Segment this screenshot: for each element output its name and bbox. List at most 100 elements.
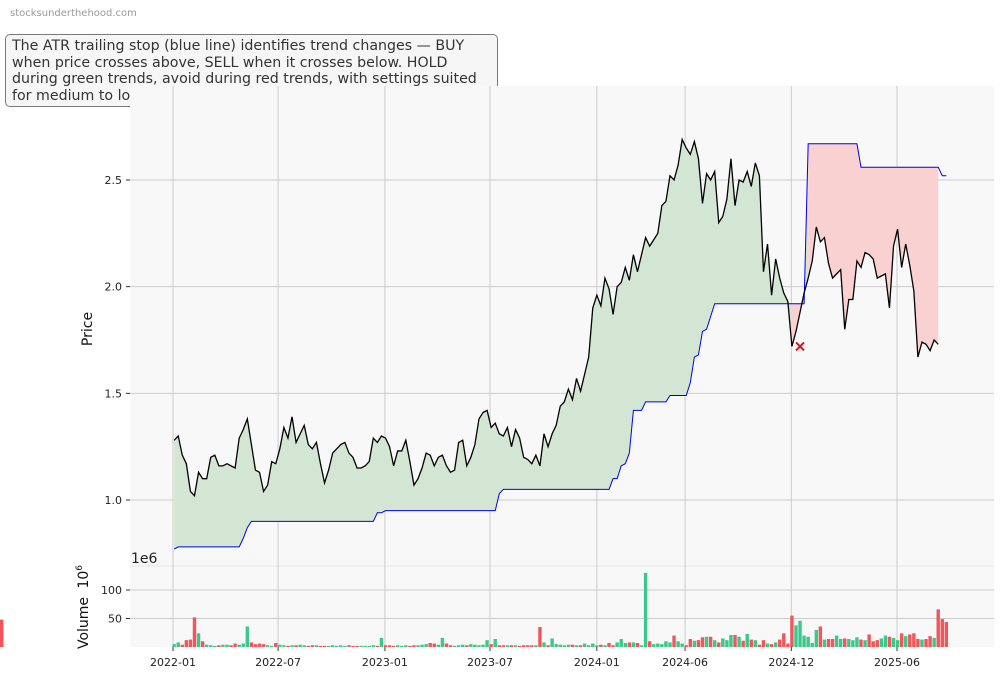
volume-bar	[908, 634, 912, 647]
time-tick-label: 2023-01	[362, 656, 408, 669]
volume-bar	[871, 641, 875, 647]
volume-bar	[639, 645, 644, 647]
volume-bar	[310, 645, 315, 647]
volume-bar	[204, 644, 209, 647]
volume-bar	[680, 643, 684, 647]
volume-bar	[335, 645, 339, 647]
volume-bar	[448, 645, 453, 647]
price-line	[173, 137, 939, 498]
volume-bar	[814, 629, 818, 647]
volume-bar	[875, 640, 879, 647]
volume-bar	[456, 645, 461, 647]
volume-bar	[599, 644, 603, 647]
volume-bar	[851, 640, 855, 647]
volume-bar	[643, 572, 648, 647]
volume-axis-label-group: Volume 106	[75, 565, 92, 649]
volume-bar	[924, 639, 928, 647]
volume-bar	[855, 637, 859, 647]
volume-bar	[501, 645, 506, 647]
volume-bar	[936, 609, 940, 647]
volume-bar	[737, 636, 741, 647]
volume-bar	[904, 636, 908, 647]
volume-bar	[440, 637, 445, 647]
volume-bar	[668, 642, 672, 647]
volume-bar	[383, 645, 388, 647]
volume-bar	[859, 639, 863, 647]
volume-bar	[619, 639, 623, 647]
time-tick-label: 2023-07	[467, 656, 513, 669]
volume-bar	[217, 645, 221, 647]
volume-bar	[180, 644, 184, 647]
volume-bar	[773, 642, 778, 647]
volume-bar	[684, 645, 688, 647]
watermark: stocksunderthehood.com	[10, 8, 137, 19]
volume-bar	[603, 645, 607, 647]
volume-bar	[708, 636, 713, 647]
volume-bar	[192, 617, 197, 647]
volume-bar	[721, 638, 725, 647]
volume-bar	[656, 643, 660, 647]
volume-bar	[733, 635, 737, 647]
volume-bar	[745, 633, 749, 647]
volume-bar	[790, 615, 794, 647]
volume-bar	[355, 645, 359, 647]
volume-bar	[566, 644, 571, 647]
volume-bar	[887, 636, 892, 647]
volume-bar	[712, 640, 717, 647]
volume-bar	[676, 641, 680, 647]
volume-bar	[769, 644, 774, 647]
axis-ticks: 1.0 1.5 2.0 2.5 50 100 2022-01 2022-07 2023-01 20…	[101, 174, 920, 669]
volume-bar	[818, 626, 823, 647]
volume-bar	[339, 645, 343, 647]
volume-bar	[891, 637, 896, 647]
volume-bar	[607, 643, 611, 647]
volume-bar	[627, 642, 632, 647]
volume-bar	[595, 645, 599, 647]
volume-bar	[688, 639, 693, 647]
volume-bar	[322, 645, 327, 647]
volume-bar	[473, 644, 477, 647]
volume-bar	[834, 635, 839, 647]
volume-bar	[326, 645, 331, 647]
volume-bar	[696, 640, 701, 647]
volume-bar	[611, 645, 615, 647]
volume-bar	[330, 645, 335, 647]
volume-bar	[469, 644, 473, 647]
volume-bar	[623, 643, 627, 647]
volume-bar	[200, 641, 205, 647]
volume-bar	[660, 644, 664, 647]
volume-bar	[452, 645, 457, 647]
volume-bar	[578, 645, 583, 647]
volume-bar	[554, 644, 558, 647]
volume-bar	[245, 626, 250, 647]
volume-bar	[270, 645, 274, 647]
volume-bar	[209, 645, 213, 647]
volume-bar	[213, 645, 217, 647]
volume-offset-text: 1e6	[131, 551, 158, 567]
volume-bar	[753, 640, 758, 647]
buy-trend-fill	[174, 139, 792, 550]
volume-bar	[741, 640, 745, 647]
volume-bar	[867, 634, 871, 647]
volume-bar	[391, 645, 396, 647]
volume-bar	[692, 640, 697, 647]
volume-bar	[826, 639, 831, 647]
volume-bar	[558, 644, 562, 647]
volume-bar	[359, 645, 363, 647]
volume-bar	[928, 636, 932, 647]
price-and-stop-lines	[173, 137, 947, 550]
volume-bar	[363, 645, 367, 647]
volume-bar	[822, 639, 827, 647]
volume-bar	[497, 645, 501, 647]
time-tick-label: 2024-01	[574, 656, 620, 669]
volume-axis-label: Volume	[76, 597, 92, 649]
volume-bar	[899, 633, 904, 647]
volume-bar	[786, 643, 790, 647]
volume-bar	[830, 639, 835, 647]
volume-bar	[196, 633, 201, 647]
volume-axis-label-text: Volume 106	[75, 565, 92, 649]
volume-bar	[290, 645, 294, 647]
volume-bar	[530, 645, 534, 647]
volume-bar	[778, 639, 782, 647]
volume-bar	[810, 643, 814, 647]
